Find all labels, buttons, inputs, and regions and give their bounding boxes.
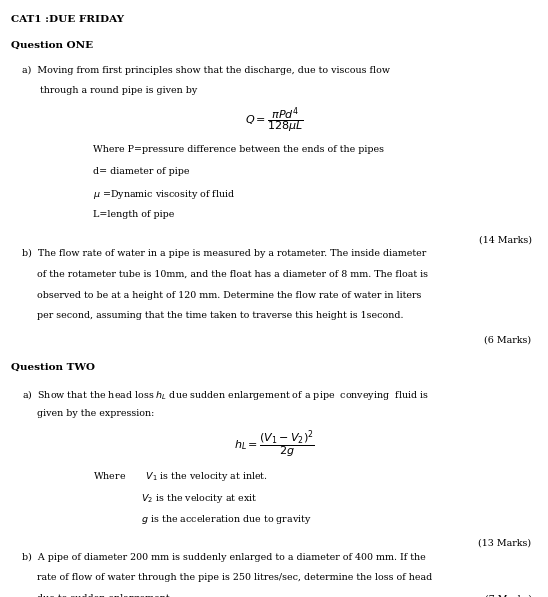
Text: d= diameter of pipe: d= diameter of pipe [93, 167, 190, 176]
Text: $V_2$ is the velocity at exit: $V_2$ is the velocity at exit [93, 492, 258, 504]
Text: L=length of pipe: L=length of pipe [93, 210, 174, 219]
Text: $h_L = \dfrac{(V_1 - V_2)^2}{2g}$: $h_L = \dfrac{(V_1 - V_2)^2}{2g}$ [233, 429, 315, 461]
Text: $g$ is the acceleration due to gravity: $g$ is the acceleration due to gravity [93, 513, 312, 527]
Text: b)  A pipe of diameter 200 mm is suddenly enlarged to a diameter of 400 mm. If t: b) A pipe of diameter 200 mm is suddenly… [22, 553, 426, 562]
Text: observed to be at a height of 120 mm. Determine the flow rate of water in liters: observed to be at a height of 120 mm. De… [22, 291, 421, 300]
Text: (7 Marks): (7 Marks) [484, 594, 532, 597]
Text: given by the expression:: given by the expression: [22, 409, 155, 418]
Text: rate of flow of water through the pipe is 250 litres/sec, determine the loss of : rate of flow of water through the pipe i… [22, 574, 432, 583]
Text: Where P=pressure difference between the ends of the pipes: Where P=pressure difference between the … [93, 145, 384, 154]
Text: (14 Marks): (14 Marks) [478, 236, 532, 245]
Text: CAT1 :DUE FRIDAY: CAT1 :DUE FRIDAY [11, 15, 124, 24]
Text: (6 Marks): (6 Marks) [484, 335, 532, 344]
Text: $\mu$ =Dynamic viscosity of fluid: $\mu$ =Dynamic viscosity of fluid [93, 188, 236, 201]
Text: due to sudden enlargement.: due to sudden enlargement. [22, 594, 173, 597]
Text: a)  Moving from first principles show that the discharge, due to viscous flow: a) Moving from first principles show tha… [22, 66, 390, 75]
Text: through a round pipe is given by: through a round pipe is given by [22, 86, 197, 95]
Text: b)  The flow rate of water in a pipe is measured by a rotameter. The inside diam: b) The flow rate of water in a pipe is m… [22, 250, 426, 259]
Text: $Q = \dfrac{\pi P d^4}{128\mu L}$: $Q = \dfrac{\pi P d^4}{128\mu L}$ [244, 106, 304, 136]
Text: of the rotameter tube is 10mm, and the float has a diameter of 8 mm. The float i: of the rotameter tube is 10mm, and the f… [22, 270, 428, 279]
Text: Question ONE: Question ONE [11, 41, 93, 50]
Text: Question TWO: Question TWO [11, 362, 95, 372]
Text: (13 Marks): (13 Marks) [478, 539, 532, 548]
Text: a)  Show that the head loss $h_L$ due sudden enlargement of a pipe  conveying  f: a) Show that the head loss $h_L$ due sud… [22, 388, 429, 402]
Text: per second, assuming that the time taken to traverse this height is 1second.: per second, assuming that the time taken… [22, 312, 403, 321]
Text: Where       $V_1$ is the velocity at inlet.: Where $V_1$ is the velocity at inlet. [93, 470, 268, 483]
